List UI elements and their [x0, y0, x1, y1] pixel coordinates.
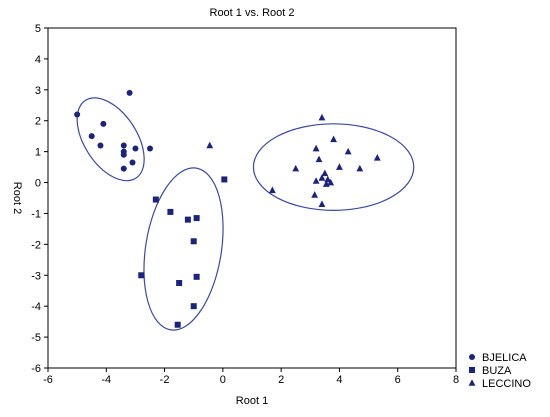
- y-tick-label: -2: [31, 239, 41, 251]
- x-tick-label: -4: [101, 374, 111, 386]
- y-tick-label: 4: [35, 54, 41, 66]
- legend-marker-bjelica: [469, 354, 475, 360]
- point-buza: [193, 273, 200, 280]
- point-leccino: [322, 180, 330, 187]
- point-bjelica: [88, 133, 95, 140]
- point-bjelica: [120, 165, 127, 172]
- point-leccino: [311, 191, 319, 198]
- legend-marker-leccino: [468, 379, 476, 386]
- point-buza: [176, 280, 183, 286]
- point-leccino: [269, 186, 276, 194]
- group-ellipses: [76, 97, 415, 331]
- legend-item-buza: BUZA: [469, 365, 512, 377]
- y-tick-label: 5: [35, 23, 41, 35]
- point-buza: [138, 272, 145, 279]
- point-buza: [167, 208, 174, 215]
- point-buza: [190, 303, 197, 310]
- y-tick-label: -3: [31, 270, 41, 282]
- point-leccino: [312, 144, 320, 152]
- point-bjelica: [74, 111, 81, 118]
- point-leccino: [318, 200, 326, 207]
- y-tick-label: 0: [35, 178, 41, 190]
- point-leccino: [206, 141, 214, 149]
- point-leccino: [292, 164, 300, 172]
- point-bjelica: [126, 89, 133, 96]
- point-leccino: [344, 147, 352, 155]
- y-tick-label: 3: [35, 85, 41, 97]
- point-bjelica: [100, 120, 107, 127]
- point-buza: [174, 321, 181, 328]
- point-bjelica: [120, 142, 127, 149]
- point-leccino: [330, 135, 337, 143]
- ellipse-buza: [143, 167, 224, 331]
- series-leccino: [206, 113, 381, 207]
- point-buza: [221, 176, 228, 183]
- point-bjelica: [129, 159, 136, 166]
- point-bjelica: [120, 151, 127, 158]
- point-bjelica: [132, 145, 139, 152]
- legend-label: LECCINO: [482, 378, 531, 390]
- point-leccino: [324, 175, 332, 183]
- point-leccino: [336, 163, 343, 170]
- x-axis: -6 -4 -2 0 2 4 6 8: [43, 368, 459, 386]
- point-bjelica: [147, 145, 153, 152]
- point-leccino: [327, 178, 335, 186]
- point-bjelica: [97, 142, 104, 149]
- ellipse-leccino: [252, 123, 415, 211]
- y-tick-label: 1: [35, 147, 41, 159]
- y-tick-label: -5: [31, 332, 41, 344]
- x-tick-label: 8: [453, 374, 459, 386]
- x-tick-label: 2: [278, 374, 284, 386]
- y-tick-label: 2: [35, 116, 41, 128]
- point-leccino: [315, 155, 323, 163]
- point-leccino: [356, 164, 364, 172]
- point-leccino: [312, 177, 320, 184]
- y-tick-label: -6: [31, 363, 41, 375]
- x-tick-label: -2: [160, 374, 170, 386]
- y-axis: -6 -5 -4 -3 -2 -1 0 1 2 3 4 5: [31, 23, 48, 375]
- data-points: [74, 89, 381, 328]
- series-buza: [138, 176, 228, 328]
- y-tick-label: -1: [31, 208, 41, 220]
- point-leccino: [373, 154, 381, 161]
- x-tick-label: -6: [43, 374, 53, 386]
- x-tick-label: 0: [220, 374, 226, 386]
- chart-title: Root 1 vs. Root 2: [210, 7, 295, 19]
- legend-item-bjelica: BJELICA: [469, 352, 527, 364]
- x-tick-label: 6: [395, 374, 401, 386]
- point-leccino: [318, 174, 326, 181]
- x-tick-label: 4: [336, 374, 342, 386]
- legend-marker-buza: [469, 367, 475, 373]
- series-bjelica: [74, 89, 153, 172]
- y-tick-label: -4: [31, 301, 41, 313]
- legend-label: BUZA: [482, 365, 512, 377]
- legend-label: BJELICA: [482, 352, 527, 364]
- point-leccino: [321, 169, 329, 177]
- plot-frame: [47, 27, 457, 369]
- ellipse-bjelica: [76, 97, 145, 182]
- point-buza: [184, 216, 191, 223]
- point-buza: [190, 238, 197, 245]
- point-leccino: [318, 113, 326, 121]
- point-buza: [193, 215, 200, 222]
- x-axis-title: Root 1: [236, 395, 268, 407]
- point-buza: [152, 196, 159, 203]
- y-axis-title: Root 2: [11, 182, 23, 214]
- legend-item-leccino: LECCINO: [468, 378, 531, 390]
